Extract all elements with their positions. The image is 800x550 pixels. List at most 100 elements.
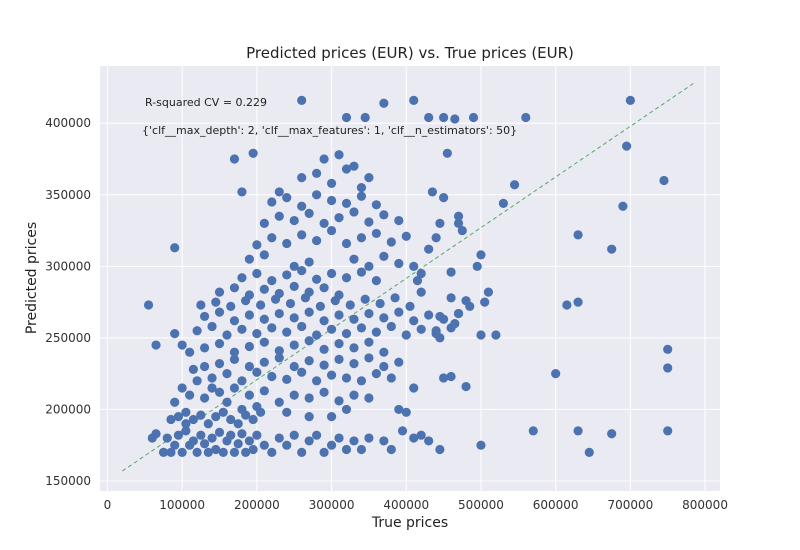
y-tick-label: 300000 [45,259,91,273]
data-point [192,326,202,336]
data-point [237,404,247,415]
data-point [341,273,352,283]
data-point [248,444,258,455]
data-point [274,353,284,363]
data-point [289,281,299,291]
data-point [166,447,176,457]
data-point [211,297,221,307]
data-point [427,187,438,197]
data-point [446,371,456,382]
data-point [229,283,240,293]
data-point [233,439,243,449]
data-point [143,300,154,310]
data-point [416,287,426,297]
data-point [341,238,352,249]
data-point [214,339,225,349]
data-point [222,369,232,379]
data-point [312,168,322,178]
data-point [375,298,385,309]
data-point [289,313,299,323]
data-point [244,290,254,300]
data-point [326,411,337,422]
data-point [207,433,217,443]
data-point [663,426,673,436]
data-point [341,164,352,174]
data-point [431,326,441,336]
data-point [185,390,195,400]
data-point [274,346,284,356]
data-point [289,340,299,350]
x-axis-label: True prices [371,515,448,531]
data-point [185,347,195,357]
data-point [364,261,374,271]
data-point [319,360,329,370]
data-point [222,397,232,407]
data-point [341,373,352,383]
chart-title: Predicted prices (EUR) vs. True prices (… [246,44,574,62]
data-point [379,251,389,261]
data-point [282,440,292,450]
data-point [659,175,669,186]
data-point [214,387,225,397]
data-points [143,95,673,457]
data-point [551,369,561,379]
data-point [289,215,299,226]
data-point [304,336,314,346]
data-point [211,411,221,422]
data-point [483,287,494,297]
data-point [442,148,452,158]
data-point [431,233,441,243]
data-point [151,340,161,350]
data-point [480,297,490,307]
data-point [218,407,228,417]
data-point [341,444,352,455]
data-point [203,419,213,429]
data-point [282,238,292,249]
data-point [192,376,202,386]
data-point [244,254,254,264]
reference-line [122,82,695,472]
data-point [356,376,367,386]
data-point [267,276,277,286]
data-point [356,267,367,277]
data-point [465,301,475,312]
data-point [334,150,344,160]
data-point [390,293,400,303]
x-tick-label: 0 [104,498,112,512]
data-point [196,410,206,420]
data-point [297,367,307,377]
data-point [326,324,337,334]
y-axis-label: Predicted prices [24,222,40,334]
data-point [371,228,381,239]
data-point [244,341,254,352]
r-squared-annotation: R-squared CV = 0.229 [145,96,267,109]
data-point [371,276,381,286]
y-tick-label: 250000 [45,331,91,345]
data-point [364,173,374,183]
data-point [177,383,187,393]
data-point [461,381,471,392]
data-point [312,235,322,246]
data-point [188,414,198,425]
data-point [356,323,367,333]
data-point [349,436,359,446]
data-point [207,383,217,393]
data-point [237,187,247,197]
data-point [356,444,367,455]
data-point [259,357,269,367]
data-point [491,330,501,340]
data-point [229,383,240,393]
data-point [468,112,479,123]
data-point [334,290,344,300]
data-point [356,233,367,243]
data-point [341,198,352,208]
data-point [349,161,359,171]
data-point [192,447,202,457]
data-point [394,357,404,367]
data-point [244,361,254,372]
data-point [521,112,531,123]
data-point [334,354,344,364]
data-point [297,201,307,211]
data-point [341,112,352,123]
data-point [151,429,161,439]
